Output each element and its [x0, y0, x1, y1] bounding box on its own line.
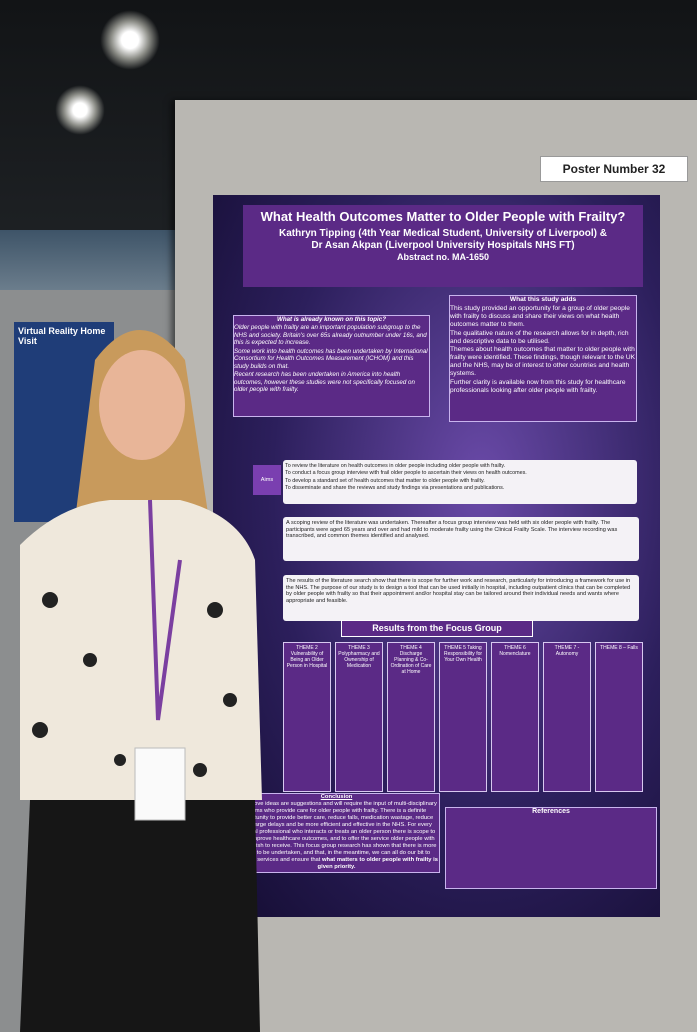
- bullet: To review the literature on health outco…: [285, 463, 506, 469]
- theme: THEME 6 Nomenclature: [491, 642, 539, 792]
- lanyard: [148, 499, 182, 721]
- results-heading: Results from the Focus Group: [341, 620, 533, 637]
- poster-number-label: Poster Number 32: [540, 156, 688, 182]
- aims-label: Aims: [253, 465, 281, 495]
- theme: THEME 8 – Falls: [595, 642, 643, 792]
- section-heading: References: [532, 808, 570, 815]
- face: [99, 350, 185, 460]
- abstract-number: Abstract no. MA-1650: [396, 251, 490, 262]
- bullet: To disseminate and share the reviews and…: [285, 485, 505, 492]
- trousers: [20, 800, 260, 1032]
- bullet: To develop a standard set of health outc…: [285, 477, 485, 484]
- theme: THEME 4 Discharge Planning & Co-Ordinati…: [387, 642, 435, 792]
- side-poster-title: Virtual Reality Home Visit: [18, 326, 106, 346]
- section-heading: Conclusion: [320, 794, 353, 800]
- conclusion-box: Conclusion The above ideas are suggestio…: [233, 793, 440, 873]
- bullet: Older people with frailty are an importa…: [234, 324, 427, 347]
- theme: THEME 3 Polypharmacy and Ownership of Me…: [335, 642, 383, 792]
- poster-title: What Health Outcomes Matter to Older Peo…: [260, 209, 626, 224]
- theme: THEME 5 Taking Responsibility for Your O…: [439, 642, 487, 792]
- bullet: The qualitative nature of the research a…: [450, 329, 629, 345]
- section-heading: What this study adds: [509, 296, 577, 303]
- badge: [134, 747, 186, 821]
- references-box: References: [445, 807, 657, 889]
- conclusion-text: The above ideas are suggestions and will…: [235, 800, 437, 863]
- bullet: Themes about health outcomes that matter…: [450, 346, 635, 378]
- bullet: To conduct a focus group interview with …: [285, 470, 527, 477]
- theme: THEME 2 Vulnerability of Being an Older …: [283, 642, 331, 792]
- blouse: [20, 500, 262, 800]
- theme: THEME 7 - Autonomy: [543, 642, 591, 792]
- review-box: The results of the literature search sho…: [283, 575, 639, 621]
- header: What Health Outcomes Matter to Older Peo…: [243, 205, 643, 287]
- author: Dr Asan Akpan (Liverpool University Hosp…: [311, 239, 575, 251]
- author: Kathryn Tipping (4th Year Medical Studen…: [278, 227, 607, 239]
- bullet: This study provided an opportunity for a…: [450, 304, 630, 328]
- methodology-box: A scoping review of the literature was u…: [283, 517, 639, 561]
- blouse-pattern: [32, 592, 237, 777]
- known-box: What is already known on this topic? Old…: [233, 315, 430, 417]
- aims-box: To review the literature on health outco…: [283, 460, 637, 504]
- adds-box: What this study adds This study provided…: [449, 295, 637, 422]
- window: [0, 230, 180, 290]
- bullet: Further clarity is available now from th…: [450, 379, 626, 394]
- bullet: Recent research has been undertaken in A…: [234, 371, 415, 393]
- section-heading: What is already known on this topic?: [277, 316, 386, 323]
- conclusion-emphasis: what matters to older people with frailt…: [317, 856, 438, 870]
- bullet: Some work into health outcomes has been …: [234, 347, 428, 370]
- poster: What Health Outcomes Matter to Older Peo…: [213, 195, 660, 917]
